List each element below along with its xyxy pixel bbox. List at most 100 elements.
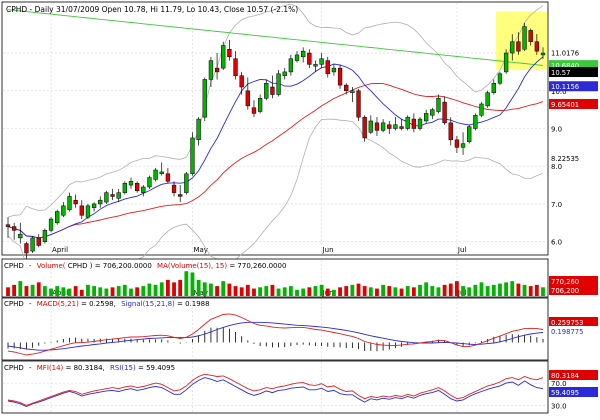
volume-bar — [504, 282, 509, 296]
candle-body — [473, 115, 478, 129]
candle-body — [344, 84, 349, 92]
candle-body — [30, 237, 35, 252]
volume-bar — [424, 282, 429, 296]
candle-body — [424, 113, 429, 122]
rsi-tick-label: 70.0 — [551, 380, 567, 388]
macd-line — [7, 313, 544, 356]
price-month-label: May — [193, 246, 207, 254]
volume-bar — [135, 287, 140, 296]
volume-bar — [498, 283, 502, 296]
tag-close: 10.57 — [551, 69, 570, 77]
tag-close-bg — [549, 67, 598, 78]
candle-body — [55, 211, 60, 224]
tag-signal: 0.198775 — [551, 328, 583, 336]
volume-bar — [338, 287, 342, 296]
candle-body — [251, 107, 257, 114]
volume-bar — [276, 288, 281, 296]
volume-month-label: May — [193, 289, 207, 297]
price-tick-label: 9.0 — [551, 126, 562, 134]
candle-body — [91, 203, 97, 208]
candle-body — [98, 199, 103, 205]
candle-body — [48, 218, 54, 231]
candle-body — [436, 98, 441, 112]
volume-bar — [202, 282, 207, 296]
tag-macd: 0.259753 — [551, 319, 583, 327]
tag-band-low: 8.22535 — [551, 155, 579, 163]
candle-body — [528, 30, 533, 42]
macd-grid — [50, 299, 458, 359]
volume-bar — [485, 286, 490, 296]
candle-body — [417, 118, 423, 129]
volume-bar — [393, 287, 398, 296]
volume-bar — [430, 286, 435, 296]
candle-body — [356, 90, 361, 118]
volume-bar — [534, 284, 539, 296]
rsi-legend-rsi: RSI(15) — [110, 364, 136, 372]
candle-body — [491, 82, 496, 93]
volume-bar — [159, 282, 164, 296]
rsi-panel: 70.0 30.0 80.3184 59.4095 CPHD - MFI(14) =… — [1, 360, 598, 414]
volume-bar — [252, 288, 256, 296]
volume-bar — [190, 272, 195, 296]
mid-ma-line — [7, 83, 544, 239]
candle-body — [79, 205, 84, 216]
price-month-label: Jul — [457, 246, 467, 254]
volume-legend-volume: Volume( — [37, 262, 66, 270]
tag-ma-short-bg — [549, 81, 598, 92]
upper-band-line — [7, 3, 544, 218]
volume-month-label: April — [52, 289, 68, 297]
candle-body — [233, 58, 238, 76]
rsi-tick-label: 30.0 — [551, 402, 567, 410]
candle-body — [307, 52, 312, 65]
tag-last-bg — [549, 47, 598, 58]
rsi-legend-dash: - — [29, 364, 32, 372]
volume-bar — [467, 287, 472, 296]
volume-bar — [510, 281, 515, 296]
candle-body — [288, 58, 294, 73]
candle-body — [442, 101, 447, 124]
volume-bar — [18, 281, 23, 296]
volume-bar — [184, 271, 189, 296]
candle-body — [276, 73, 281, 95]
volume-bar — [153, 284, 158, 296]
candle-body — [460, 143, 466, 148]
candle-body — [319, 58, 324, 65]
candle-body — [134, 182, 140, 191]
volume-legend-volume-ticker: CPHD — [68, 262, 88, 270]
candle-body — [159, 171, 164, 175]
tag-mfi-bg — [549, 370, 598, 380]
candle-body — [227, 49, 232, 58]
volume-bar — [411, 287, 416, 296]
volume-bar — [399, 288, 404, 296]
candlesticks — [5, 22, 546, 259]
volume-bar — [6, 287, 10, 296]
candle-body — [239, 75, 244, 88]
candle-body — [42, 230, 48, 242]
candle-body — [337, 67, 343, 86]
tag-last: 11.0176 — [551, 49, 579, 57]
volume-bar — [295, 289, 299, 296]
price-month-label: April — [52, 246, 68, 254]
volume-bar — [258, 287, 263, 296]
volume-bar — [129, 288, 133, 296]
volume-bar — [350, 284, 355, 296]
candle-body — [516, 41, 521, 52]
volume-bar — [116, 286, 121, 296]
volume-bar — [92, 286, 96, 296]
short-ma-line — [7, 56, 544, 239]
volume-bar — [455, 281, 459, 296]
candle-body — [264, 82, 269, 99]
tag-band-low-bg — [549, 152, 598, 163]
candle-body — [178, 194, 183, 197]
candle-body — [196, 118, 201, 141]
volume-bar — [104, 288, 109, 296]
rsi-legend-ticker: CPHD — [4, 364, 24, 372]
volume-legend-dash: - — [29, 262, 32, 270]
rsi-axis: 70.0 30.0 — [551, 380, 567, 410]
volume-bar — [147, 283, 152, 296]
candle-body — [245, 90, 250, 107]
candle-body — [67, 196, 72, 210]
